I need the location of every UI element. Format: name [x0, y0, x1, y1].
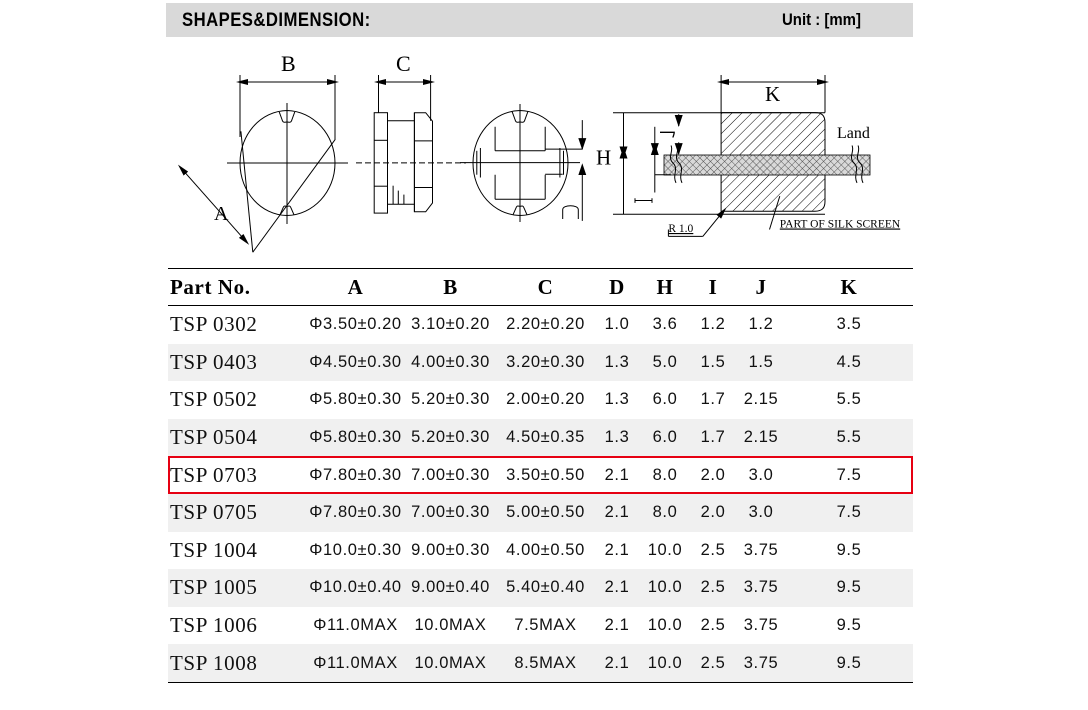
svg-text:C: C	[396, 55, 411, 76]
svg-text:K: K	[765, 82, 780, 106]
svg-text:H: H	[596, 146, 611, 170]
svg-text:Land: Land	[837, 125, 870, 142]
svg-text:PART OF SILK SCREEN: PART OF SILK SCREEN	[780, 219, 901, 231]
svg-text:B: B	[281, 55, 296, 76]
svg-text:A: A	[214, 203, 229, 225]
svg-text:R 1.0: R 1.0	[668, 223, 693, 235]
